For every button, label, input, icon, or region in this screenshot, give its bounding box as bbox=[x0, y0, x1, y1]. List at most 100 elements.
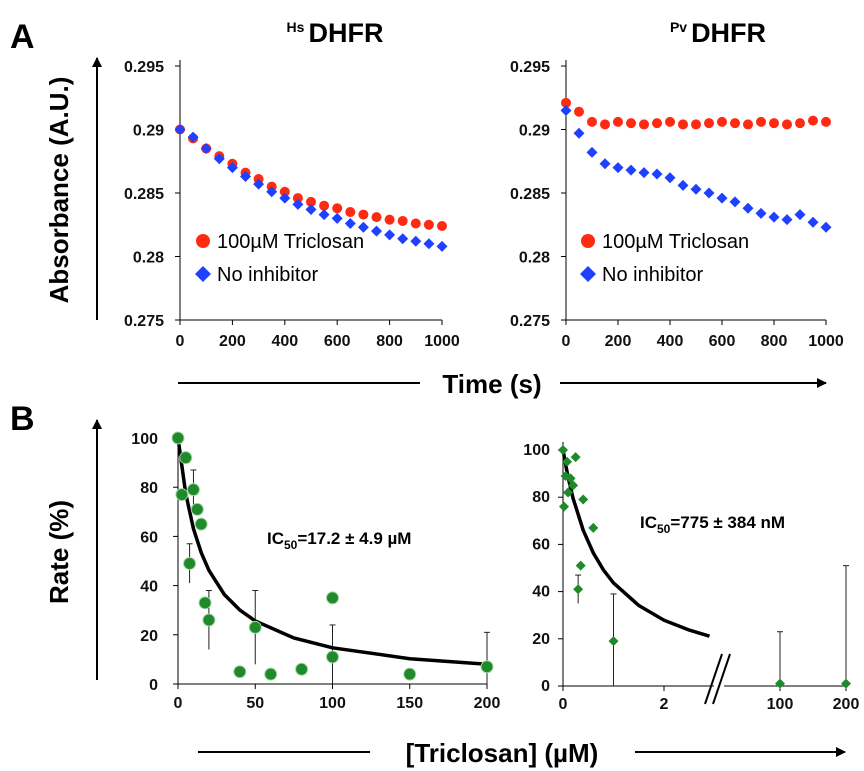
legend-marker-no-inhibitor bbox=[195, 266, 211, 282]
triclosan-point bbox=[437, 221, 447, 231]
no-inhibitor-point bbox=[717, 193, 728, 204]
ic50-prefix: IC bbox=[640, 513, 657, 532]
x-tick-label: 600 bbox=[324, 333, 351, 350]
y-tick-label: 20 bbox=[532, 631, 550, 648]
inhibition-point bbox=[296, 663, 308, 675]
legend-label: No inhibitor bbox=[602, 264, 704, 286]
triclosan-point bbox=[600, 119, 610, 129]
triclosan-point bbox=[730, 118, 740, 128]
no-inhibitor-point bbox=[384, 229, 395, 240]
triclosan-point bbox=[652, 118, 662, 128]
triclosan-point bbox=[639, 119, 649, 129]
inhibition-point bbox=[265, 668, 277, 680]
x-tick-label: 1000 bbox=[808, 333, 844, 350]
triclosan-point bbox=[613, 117, 623, 127]
inhibition-point bbox=[481, 661, 493, 673]
time-axis-label: Time (s) bbox=[442, 369, 541, 399]
triclosan-point bbox=[769, 118, 779, 128]
y-tick-label: 0.29 bbox=[133, 123, 164, 140]
legend-label: No inhibitor bbox=[217, 264, 319, 286]
legend-marker-triclosan bbox=[196, 234, 210, 248]
chart-hs-dhfr-absorbance: Hs DHFR 0.295 0.29 0.285 0.28 0.275 0 200 400 600 8… bbox=[124, 18, 460, 350]
triclosan-point bbox=[372, 212, 382, 222]
inhibition-point bbox=[841, 679, 851, 689]
inhibition-point bbox=[184, 557, 196, 569]
chart-title-superscript: Pv bbox=[670, 19, 687, 35]
chart-title-superscript: Hs bbox=[287, 19, 305, 35]
no-inhibitor-point bbox=[652, 168, 663, 179]
x-tick-label: 0 bbox=[562, 333, 571, 350]
triclosan-point bbox=[574, 107, 584, 117]
chart-pv-dhfr-inhibition: 1008060402000 2 100 200IC50=775 ± 384 nM bbox=[523, 442, 859, 713]
inhibition-point bbox=[203, 614, 215, 626]
triclosan-point bbox=[345, 207, 355, 217]
y-tick-label: 100 bbox=[131, 431, 158, 448]
triclosan-point bbox=[411, 218, 421, 228]
inhibition-point bbox=[180, 452, 192, 464]
triclosan-point bbox=[795, 118, 805, 128]
no-inhibitor-point bbox=[587, 147, 598, 158]
no-inhibitor-point bbox=[704, 188, 715, 199]
x-tick-label: 100 bbox=[767, 696, 794, 713]
no-inhibitor-point bbox=[821, 222, 832, 233]
y-tick-label: 80 bbox=[532, 489, 550, 506]
inhibition-point bbox=[195, 518, 207, 530]
x-tick-label: 200 bbox=[219, 333, 246, 350]
x-tick-label: 100 bbox=[319, 695, 346, 712]
triclosan-point bbox=[665, 117, 675, 127]
no-inhibitor-point bbox=[613, 162, 624, 173]
no-inhibitor-point bbox=[306, 204, 317, 215]
axis-break-mark-2 bbox=[713, 654, 730, 704]
ic50-value: =17.2 ± 4.9 µM bbox=[297, 529, 411, 548]
no-inhibitor-point bbox=[600, 158, 611, 169]
ic50-value: =775 ± 384 nM bbox=[670, 513, 785, 532]
x-tick-label: 2 bbox=[660, 696, 669, 713]
inhibition-point bbox=[187, 484, 199, 496]
chart-hs-dhfr-inhibition: 1008060402000 50 100 150 200IC50=17.2 ± 4.9 … bbox=[131, 431, 500, 712]
y-tick-label: 100 bbox=[523, 442, 550, 459]
no-inhibitor-point bbox=[678, 180, 689, 191]
chart-title-main: DHFR bbox=[691, 18, 766, 48]
y-tick-label: 0.295 bbox=[124, 59, 164, 76]
triclosan-point bbox=[358, 210, 368, 220]
no-inhibitor-point bbox=[626, 165, 637, 176]
triclosan-axis-label: [Triclosan] (µM) bbox=[406, 738, 599, 768]
no-inhibitor-point bbox=[319, 209, 330, 220]
panel-label-a: A bbox=[10, 18, 35, 56]
triclosan-point bbox=[782, 119, 792, 129]
y-tick-label: 40 bbox=[532, 584, 550, 601]
no-inhibitor-point bbox=[332, 213, 343, 224]
axis-break-mark-1 bbox=[705, 654, 722, 704]
y-tick-label: 0 bbox=[149, 677, 158, 694]
no-inhibitor-point bbox=[437, 241, 448, 252]
x-tick-label: 0 bbox=[174, 695, 183, 712]
triclosan-point bbox=[821, 117, 831, 127]
inhibition-point bbox=[249, 621, 261, 633]
x-tick-label: 50 bbox=[246, 695, 264, 712]
inhibition-point bbox=[578, 495, 588, 505]
no-inhibitor-point bbox=[175, 124, 186, 135]
x-tick-label: 0 bbox=[176, 333, 185, 350]
no-inhibitor-point bbox=[665, 172, 676, 183]
ic50-prefix: IC bbox=[267, 529, 284, 548]
no-inhibitor-point bbox=[397, 233, 408, 244]
triclosan-point bbox=[704, 118, 714, 128]
no-inhibitor-point bbox=[423, 238, 434, 249]
x-tick-label: 200 bbox=[833, 696, 860, 713]
chart-title-main: DHFR bbox=[308, 18, 383, 48]
inhibition-point bbox=[571, 452, 581, 462]
legend-marker-triclosan bbox=[581, 234, 595, 248]
chart-title: Hs DHFR bbox=[287, 18, 384, 48]
no-inhibitor-point bbox=[808, 217, 819, 228]
x-tick-label: 150 bbox=[396, 695, 423, 712]
absorbance-axis-label: Absorbance (A.U.) bbox=[44, 77, 74, 304]
fit-curve bbox=[563, 450, 710, 636]
triclosan-point bbox=[756, 117, 766, 127]
no-inhibitor-point bbox=[371, 226, 382, 237]
ic50-subscript: 50 bbox=[284, 538, 298, 552]
y-tick-label: 0.28 bbox=[519, 250, 550, 267]
no-inhibitor-point bbox=[730, 196, 741, 207]
chart-title: Pv DHFR bbox=[670, 18, 766, 48]
triclosan-point bbox=[691, 119, 701, 129]
